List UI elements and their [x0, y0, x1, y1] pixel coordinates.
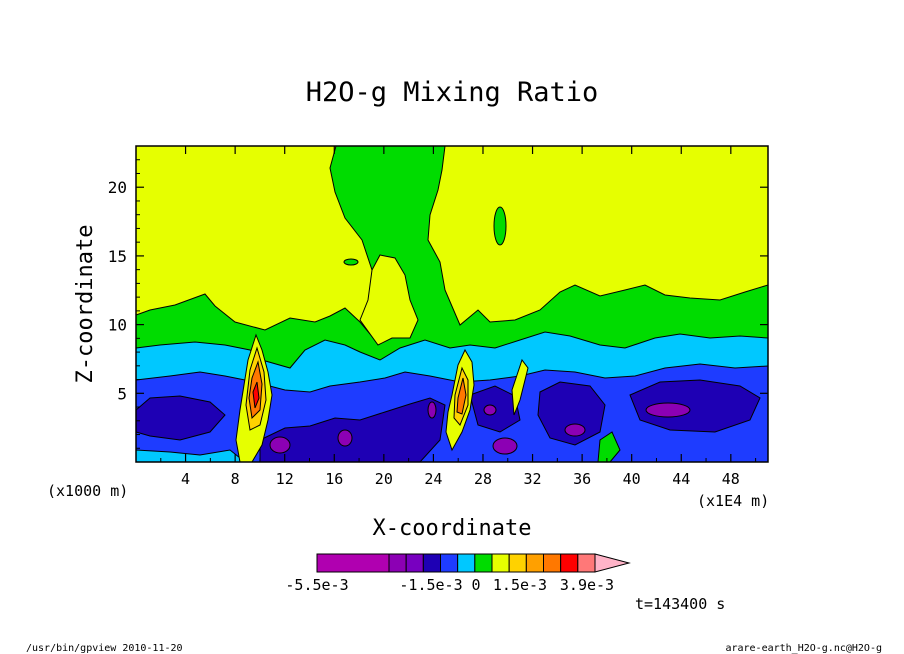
region-navy: [136, 395, 226, 441]
contour-field: [136, 146, 768, 462]
region-purple: [645, 402, 691, 418]
x-unit-label: (x1000 m): [47, 482, 128, 500]
region-yellow-dip: [359, 254, 419, 346]
colorbar-cell: [491, 553, 510, 573]
colorbar-cell: [405, 553, 424, 573]
y-tick-label: 15: [108, 247, 127, 266]
y-axis-title: Z-coordinate: [73, 225, 98, 384]
time-label: t=143400 s: [635, 595, 725, 613]
x-tick-label: 32: [524, 470, 542, 488]
x-tick-label: 20: [375, 470, 393, 488]
colorbar-cell: [577, 553, 596, 573]
region-navy: [259, 397, 446, 462]
x-axis: 4 8 12 16 20 24 28 32 36 40 44 48: [160, 146, 757, 488]
colorbar-cell: [457, 553, 476, 573]
region-green-spot: [493, 206, 507, 246]
region-purple: [492, 437, 518, 455]
colorbar: [316, 553, 631, 573]
region-cyan-surface: [136, 449, 246, 462]
region-navy: [629, 379, 761, 433]
region-yellow-streak: [511, 358, 529, 416]
colorbar-cell: [388, 553, 407, 573]
colorbar-cell: [422, 553, 442, 573]
region-purple: [269, 436, 291, 454]
x-tick-label: 40: [623, 470, 641, 488]
y-axis: 5 10 15 20: [108, 159, 768, 449]
colorbar-extend-arrow: [594, 553, 631, 573]
chart-title: H2O-g Mixing Ratio: [306, 77, 599, 108]
region-purple: [427, 401, 437, 419]
region-plume-right-core: [456, 377, 467, 415]
y-tick-label: 5: [117, 384, 127, 403]
y-tick-label: 20: [108, 178, 127, 197]
region-purple: [564, 423, 586, 437]
x-tick-label: 28: [474, 470, 492, 488]
region-navy: [537, 381, 606, 446]
x-tick-label: 44: [672, 470, 690, 488]
y-tick-label: 10: [108, 316, 127, 335]
colorbar-label: 1.5e-3: [493, 576, 547, 594]
x-tick-label: 4: [181, 470, 190, 488]
x-tick-label: 36: [573, 470, 591, 488]
colorbar-cell: [316, 553, 390, 573]
plot-frame: [135, 145, 769, 463]
x-tick-label: 48: [722, 470, 740, 488]
region-purple: [337, 429, 353, 447]
footer-left: /usr/bin/gpview 2010-11-20: [26, 643, 183, 654]
region-purple: [483, 404, 497, 416]
x-tick-label: 16: [325, 470, 343, 488]
colorbar-label: -5.5e-3: [285, 576, 348, 594]
colorbar-cell: [560, 553, 579, 573]
x-axis-title: X-coordinate: [373, 516, 532, 541]
colorbar-label: 0: [471, 576, 480, 594]
colorbar-cell: [525, 553, 544, 573]
region-green-surface: [597, 431, 621, 462]
colorbar-cell: [440, 553, 459, 573]
x-unit-label-2: (x1E4 m): [697, 492, 769, 510]
footer-right: arare-earth_H2O-g.nc@H2O-g: [725, 643, 882, 654]
x-tick-label: 12: [276, 470, 294, 488]
colorbar-cell: [543, 553, 562, 573]
colorbar-labels: -5.5e-3 -1.5e-3 0 1.5e-3 3.9e-3: [285, 576, 614, 594]
colorbar-label: 3.9e-3: [560, 576, 614, 594]
x-tick-label: 24: [424, 470, 442, 488]
region-green-spot: [343, 258, 359, 266]
region-plume-left-peak: [252, 381, 260, 409]
colorbar-label: -1.5e-3: [399, 576, 462, 594]
colorbar-cell: [508, 553, 527, 573]
colorbar-cell: [474, 553, 493, 573]
x-tick-label: 8: [231, 470, 240, 488]
